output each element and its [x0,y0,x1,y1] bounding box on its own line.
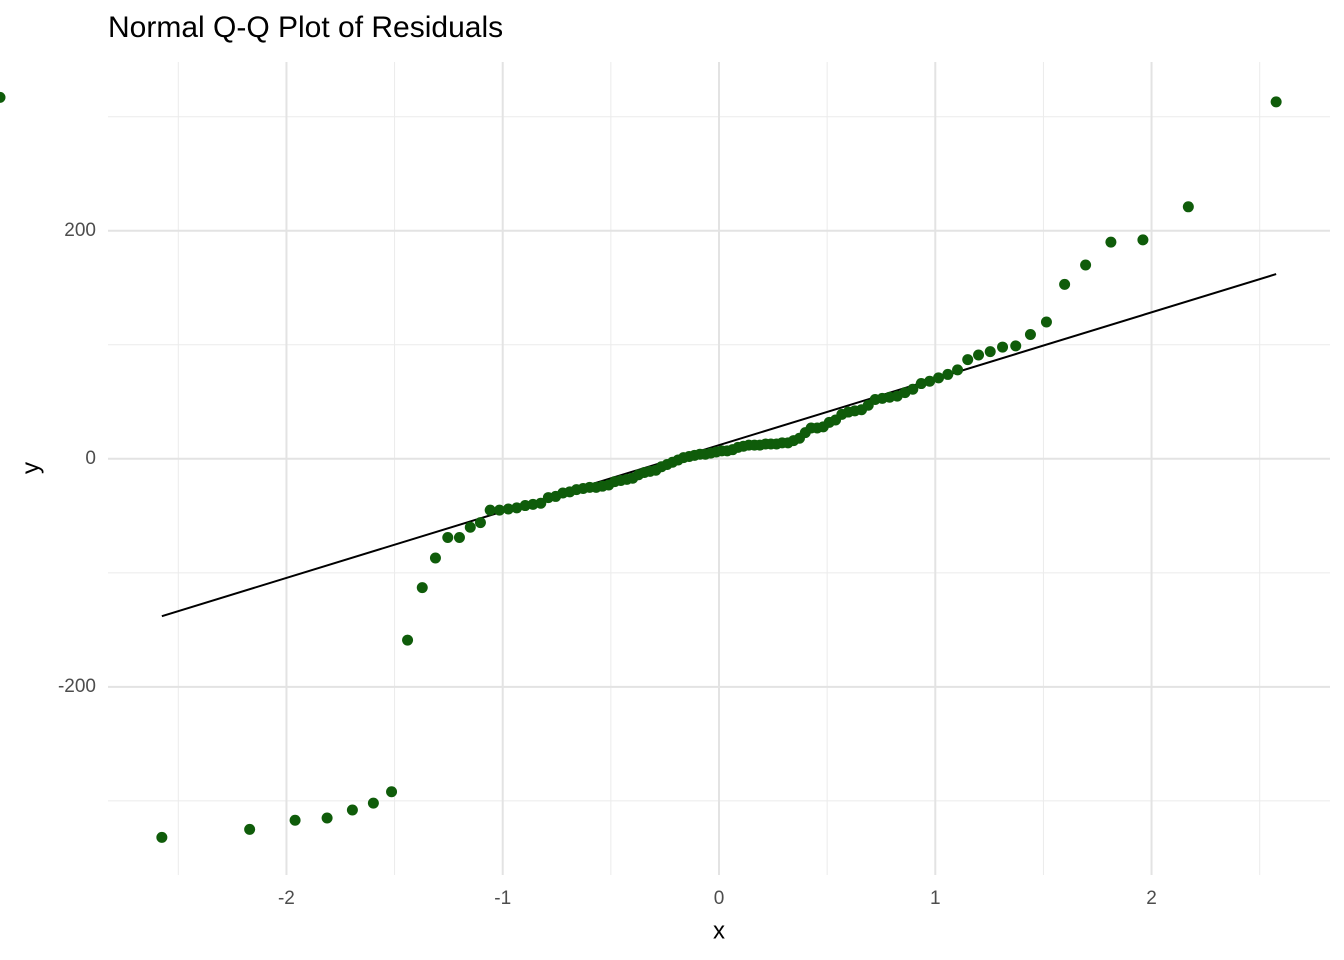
point [962,354,974,366]
point [386,786,398,798]
x-tick-label: 0 [714,888,725,909]
point [321,812,333,824]
point [997,341,1009,353]
point [244,823,256,835]
point [453,531,465,543]
point [1270,96,1282,108]
qq-line [161,273,1277,618]
y-tick-label: 200 [64,220,96,241]
point [416,582,428,594]
point [511,502,523,514]
point [1105,236,1117,248]
point [474,517,486,529]
point [924,375,936,387]
point [942,368,954,380]
y-axis-title: y [17,462,44,474]
point [464,521,476,533]
point [367,797,379,809]
x-tick-label: 2 [1146,888,1157,909]
point [1010,340,1022,352]
point [502,503,514,515]
x-tick-label: 1 [930,888,941,909]
point [1024,329,1036,341]
point [346,804,358,816]
x-tick-label: -1 [494,888,511,909]
x-tick-label: -2 [278,888,295,909]
point [915,378,927,390]
point [1059,278,1071,290]
point [907,383,919,395]
y-tick-label: -200 [58,676,96,697]
y-tick-label: 0 [85,448,96,469]
point [289,814,301,826]
point [442,531,454,543]
point [1080,259,1092,271]
point [973,349,985,361]
point [0,91,6,103]
point [984,346,996,358]
point [1137,234,1149,246]
point [1040,316,1052,328]
point [429,552,441,564]
point [493,504,505,516]
x-axis-title: x [713,917,725,944]
point [1182,201,1194,213]
point [933,372,945,384]
point [156,831,168,843]
chart-title: Normal Q-Q Plot of Residuals [108,11,503,44]
point [952,364,964,376]
point [535,497,547,509]
point [484,504,496,516]
point [402,634,414,646]
